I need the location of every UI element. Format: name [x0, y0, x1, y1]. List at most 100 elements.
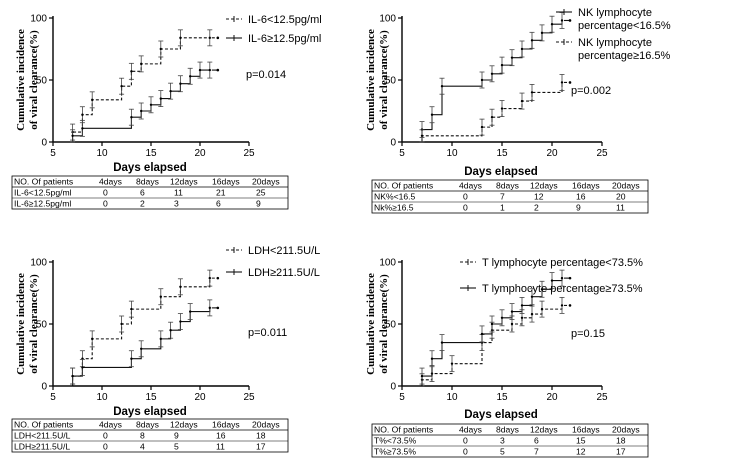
data-point: [520, 316, 524, 319]
table-cell: 17: [256, 442, 266, 452]
table-header-cell: 12days: [530, 181, 558, 191]
table-cell: 12: [534, 192, 544, 202]
data-point: [208, 68, 211, 72]
legend-label-1: IL-6<12.5pg/ml: [248, 14, 322, 26]
table-cell: 4: [140, 442, 145, 452]
table-cell: 3: [500, 436, 505, 446]
data-point: [430, 113, 434, 116]
y-axis-label-line: of viral clearance(%): [28, 30, 40, 130]
data-point: [159, 337, 162, 341]
legend-label-1: percentage<16.5%: [578, 20, 671, 32]
y-tick-label: 100: [30, 14, 47, 25]
data-point: [159, 295, 162, 298]
data-point: [450, 362, 454, 365]
y-tick-label: 50: [385, 320, 397, 331]
table-cell: 16: [576, 192, 586, 202]
table-header-cell: NO. Of patients: [374, 425, 433, 435]
table-cell: 3: [174, 199, 179, 209]
y-tick-label: 0: [390, 138, 396, 149]
data-point: [540, 31, 544, 35]
data-point: [550, 23, 554, 26]
x-tick-label: 5: [50, 392, 56, 403]
data-point: [530, 295, 534, 298]
x-tick-label: 10: [446, 148, 458, 159]
censor-mark: [216, 276, 220, 280]
y-tick-label: 100: [379, 258, 396, 269]
censor-mark: [568, 19, 572, 22]
y-tick-label: 50: [36, 320, 48, 331]
data-point: [140, 109, 143, 113]
data-point: [510, 322, 514, 326]
table-header-cell: 12days: [170, 420, 198, 430]
data-point: [179, 82, 182, 85]
data-point: [560, 81, 564, 84]
data-point: [140, 347, 143, 350]
data-point: [91, 98, 94, 102]
table-header-cell: 20days: [612, 425, 640, 435]
y-axis-label: Cumulative incidenceof viral clearance(%…: [365, 29, 390, 131]
y-tick-label: 0: [390, 382, 396, 393]
x-tick-label: 20: [546, 392, 558, 403]
censor-mark: [568, 304, 572, 307]
series-line-2: [53, 307, 211, 387]
data-point: [208, 36, 211, 40]
data-point: [91, 337, 94, 341]
at-risk-table: NO. Of patients 4days 8days 12days 16days 20d…: [11, 418, 289, 453]
data-point: [130, 70, 133, 73]
x-tick-label: 25: [243, 392, 255, 403]
table-border: [371, 423, 649, 458]
data-point: [520, 99, 524, 103]
table-cell: 5: [174, 442, 179, 452]
table-header-cell: 8days: [496, 181, 519, 191]
x-tick-label: 5: [399, 392, 405, 403]
data-point: [208, 276, 211, 280]
table-cell: 0: [103, 199, 108, 209]
table-cell: Nk%≥16.5: [374, 203, 414, 213]
legend-label-1: T lymphocyte percentage<73.5%: [482, 257, 643, 269]
table-cell: 6: [140, 188, 145, 198]
table-header-cell: 12days: [530, 425, 558, 435]
table-cell: 1: [500, 203, 505, 213]
table-cell: 2: [534, 203, 539, 213]
data-point: [81, 113, 84, 116]
y-tick-label: 100: [30, 258, 47, 269]
data-point: [430, 357, 434, 360]
table-cell: T%≥73.5%: [374, 447, 416, 457]
table-cell: 15: [576, 436, 586, 446]
table-cell: 11: [174, 188, 183, 198]
table-cell: 0: [463, 203, 468, 213]
table-cell: 0: [103, 442, 108, 452]
table-cell: LDH<211.5U/L: [14, 431, 71, 441]
data-point: [500, 316, 504, 319]
data-point: [208, 306, 211, 310]
table-cell: 6: [216, 199, 221, 209]
x-tick-label: 10: [96, 148, 108, 159]
data-point: [520, 47, 524, 51]
table-cell: 6: [534, 436, 539, 446]
x-tick-label: 5: [399, 148, 405, 159]
series-line-1: [53, 278, 211, 387]
data-point: [189, 75, 192, 78]
data-point: [179, 285, 182, 288]
data-point: [550, 279, 554, 282]
table-cell: 18: [256, 431, 266, 441]
table-cell: 7: [534, 447, 539, 457]
censor-mark: [216, 68, 220, 72]
table-cell: 0: [463, 192, 468, 202]
x-tick-label: 5: [50, 148, 56, 159]
table-cell: 7: [500, 192, 505, 202]
data-point: [500, 63, 504, 67]
censor-mark: [568, 276, 572, 280]
y-axis-label-line: Cumulative incidence: [15, 273, 27, 375]
table-cell: IL-6<12.5pg/ml: [14, 188, 72, 198]
table-header-cell: 20days: [612, 181, 640, 191]
table-header-cell: NO. Of patients: [14, 420, 73, 430]
data-point: [130, 116, 133, 119]
table-cell: 21: [216, 188, 226, 198]
data-point: [169, 89, 172, 93]
data-point: [490, 72, 494, 76]
table-header-cell: NO. Of patients: [14, 177, 73, 187]
table-cell: IL-6≥12.5pg/ml: [14, 199, 71, 209]
